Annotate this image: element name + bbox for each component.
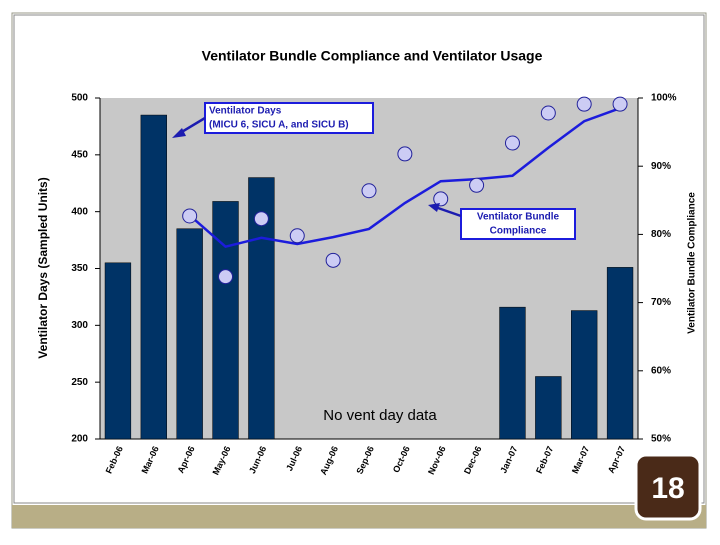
bar	[571, 310, 598, 440]
y2-tick-label: 90%	[651, 161, 671, 172]
slide-number: 18	[651, 472, 684, 505]
point	[218, 269, 234, 285]
point	[433, 191, 449, 207]
annotation: Compliance	[490, 226, 547, 237]
y2-tick-label: 60%	[651, 365, 671, 376]
bar	[535, 376, 562, 440]
annotation-arrow	[179, 116, 206, 135]
annotation: No vent day data	[323, 407, 437, 424]
y-tick-label: 400	[71, 206, 88, 217]
point	[612, 96, 628, 112]
line	[188, 107, 621, 249]
y-tick-label: 300	[71, 320, 88, 331]
bar	[212, 201, 239, 440]
arrow-head	[428, 203, 440, 212]
annotation: (MICU 6, SICU A, and SICU B)	[209, 120, 349, 131]
bar	[104, 262, 132, 440]
point	[325, 252, 341, 268]
point	[397, 146, 413, 162]
annotation: Ventilator Days	[209, 106, 282, 117]
point	[289, 228, 305, 244]
point	[576, 96, 592, 112]
slide-badge	[634, 453, 702, 521]
y2-axis-label: Ventilator Bundle Compliance	[687, 192, 698, 334]
point	[504, 135, 520, 151]
annotation-box	[204, 102, 374, 134]
annotation-arrow	[437, 206, 462, 218]
point	[253, 211, 269, 227]
y2-tick-label: 70%	[651, 297, 671, 308]
y-tick-label: 450	[71, 149, 88, 160]
chart-title: Ventilator Bundle Compliance and Ventila…	[202, 48, 543, 64]
y2-tick-label: 100%	[651, 93, 677, 104]
y-tick-label: 500	[71, 93, 88, 104]
annotation-box	[460, 208, 576, 240]
point	[540, 105, 556, 121]
bar	[499, 306, 526, 440]
y2-tick-label: 80%	[651, 229, 671, 240]
annotation: Ventilator Bundle	[477, 212, 560, 223]
arrow-head	[172, 128, 186, 138]
y-tick-label: 250	[71, 377, 88, 388]
bar	[140, 114, 167, 440]
point	[182, 208, 198, 224]
point	[361, 183, 377, 199]
y2-tick-label: 50%	[651, 434, 671, 445]
y-tick-label: 350	[71, 263, 88, 274]
bar	[606, 267, 634, 440]
y-tick-label: 200	[71, 434, 88, 445]
point	[469, 177, 485, 193]
y-axis-label: Ventilator Days (Sampled Units)	[36, 177, 50, 358]
footer-bar	[12, 505, 706, 528]
bar	[176, 228, 203, 440]
